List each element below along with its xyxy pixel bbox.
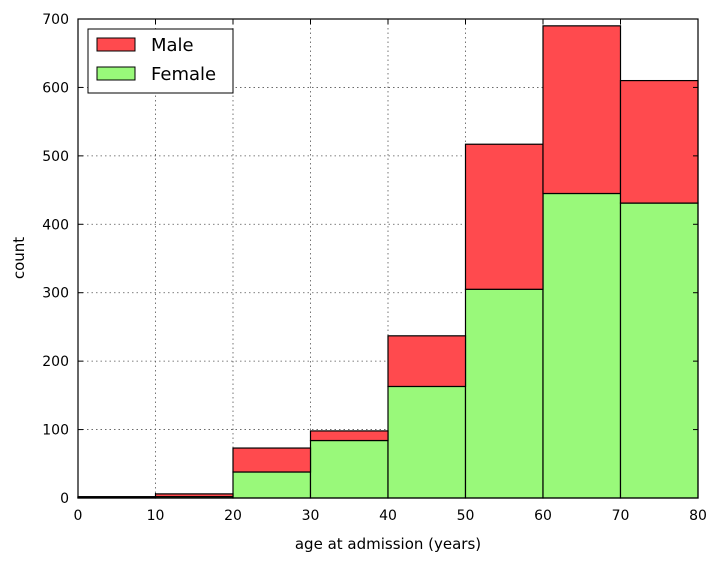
y-tick-labels: 0 100 200 300 400 500 600 700: [42, 12, 69, 507]
x-tick-labels: 0 10 20 30 40 50 60 70 80: [74, 508, 707, 524]
bar-male-40-50: [387, 335, 467, 388]
legend-swatch-female: [96, 66, 136, 81]
x-tick-label: 10: [147, 508, 165, 524]
y-tick-label: 200: [42, 354, 69, 370]
bar-female-30-40: [309, 439, 389, 499]
bar-male-60-70: [542, 25, 622, 195]
x-axis-label: age at admission (years): [295, 535, 481, 553]
y-tick-label: 100: [42, 423, 69, 439]
bar-female-20-30: [232, 471, 312, 499]
legend: Male Female: [87, 28, 234, 94]
ticks-layer: [77, 18, 699, 499]
bar-male-70-80: [619, 79, 699, 204]
legend-label-female: Female: [151, 64, 216, 85]
y-tick-label: 300: [42, 286, 69, 302]
x-tick-label: 0: [74, 508, 83, 524]
bar-female-70-80: [619, 202, 699, 499]
x-tick-label: 20: [224, 508, 242, 524]
y-tick-label: 600: [42, 80, 69, 96]
bar-female-60-70: [542, 192, 622, 499]
bar-male-20-30: [232, 447, 312, 473]
bar-male-0-10: [77, 496, 157, 498]
bar-female-40-50: [387, 385, 467, 499]
bar-male-50-60: [464, 143, 544, 290]
x-tick-label: 50: [457, 508, 475, 524]
bar-male-30-40: [309, 430, 389, 442]
x-tick-label: 30: [302, 508, 320, 524]
x-tick-label: 40: [379, 508, 397, 524]
y-axis-label: count: [10, 237, 28, 279]
y-tick-label: 400: [42, 217, 69, 233]
legend-swatch-male: [96, 37, 136, 52]
x-tick-label: 70: [612, 508, 630, 524]
legend-label-male: Male: [151, 35, 194, 56]
bar-male-10-20: [154, 493, 234, 498]
y-tick-label: 500: [42, 149, 69, 165]
x-tick-label: 80: [689, 508, 707, 524]
y-tick-label: 0: [60, 491, 69, 507]
x-tick-label: 60: [534, 508, 552, 524]
y-tick-label: 700: [42, 12, 69, 28]
bar-female-50-60: [464, 288, 544, 499]
